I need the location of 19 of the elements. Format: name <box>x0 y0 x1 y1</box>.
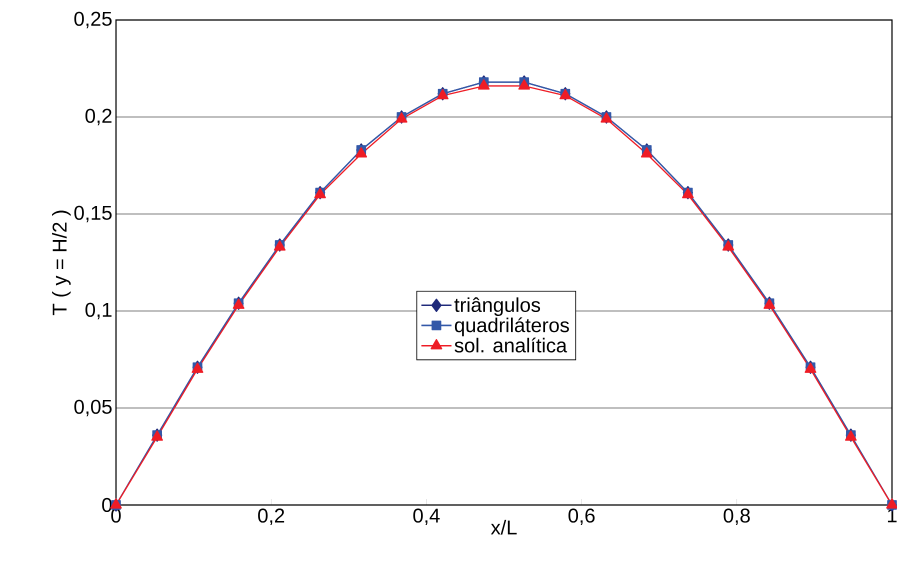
y-tick-label: 0,05 <box>74 400 112 416</box>
x-tick-label: 0,2 <box>258 508 284 526</box>
x-axis-title: x/L <box>490 520 517 535</box>
point <box>640 147 653 158</box>
y-axis-title: T ( y = H/2 ) <box>52 210 71 316</box>
x-tick-label: 0,4 <box>413 508 440 526</box>
y-tick-label: 0 <box>102 498 112 512</box>
y-tick-label: 0,25 <box>74 12 112 28</box>
x-tick-label: 0,6 <box>568 508 595 526</box>
legend-label: triângulos <box>454 297 540 316</box>
x-tick-label: 0,8 <box>724 508 750 526</box>
legend-label: sol. analítica <box>454 338 568 352</box>
y-tick-label: 0,1 <box>85 302 112 320</box>
point <box>478 79 490 90</box>
legend-label: quadriláteros <box>454 317 569 336</box>
point <box>355 147 368 158</box>
y-tick-label: 0,15 <box>74 206 112 222</box>
y-tick-label: 0,2 <box>85 108 112 126</box>
point <box>518 79 530 90</box>
